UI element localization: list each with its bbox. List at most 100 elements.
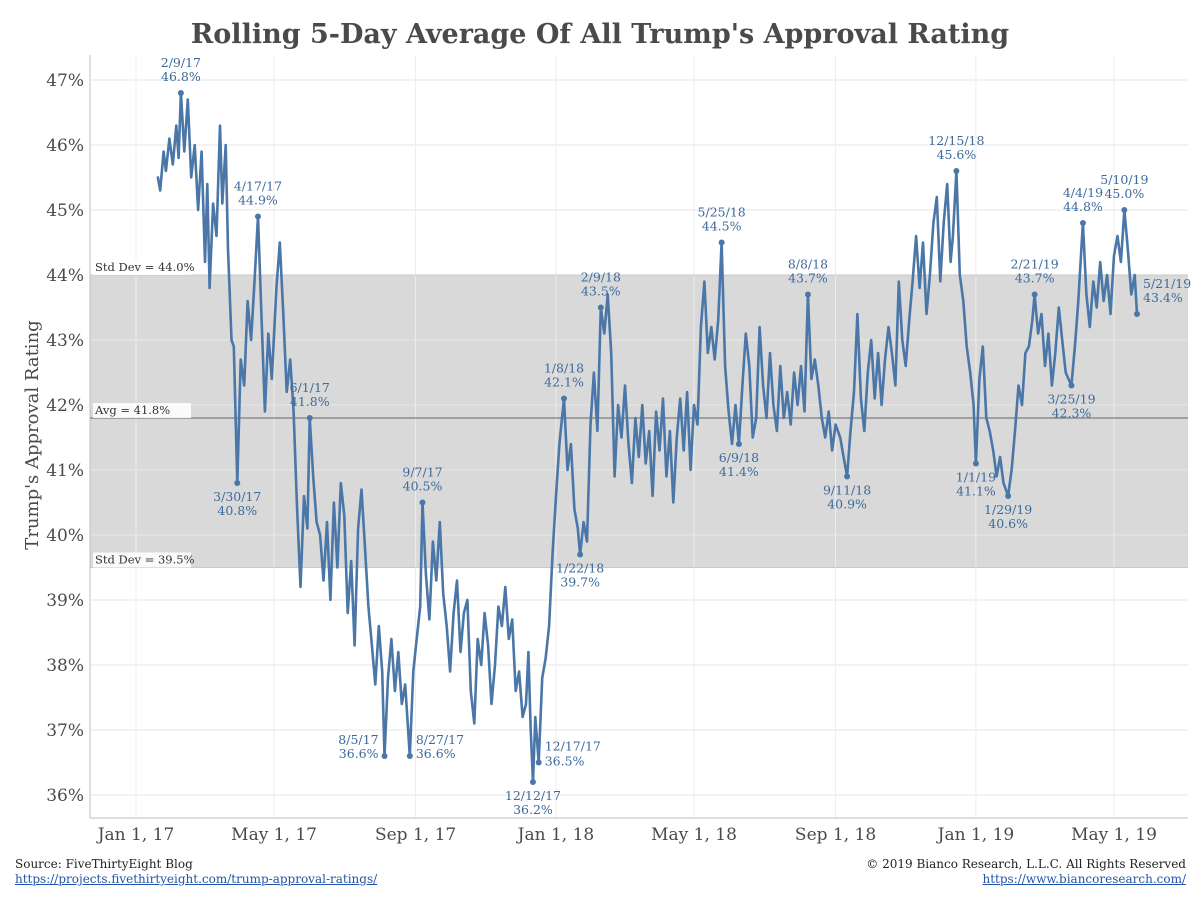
reference-label-bg bbox=[93, 552, 191, 568]
annotation-value: 41.4% bbox=[719, 464, 759, 479]
annotation-value: 43.5% bbox=[581, 284, 621, 299]
annotation-value: 39.7% bbox=[560, 575, 600, 590]
annotation-point bbox=[254, 213, 261, 220]
source-label: Source: FiveThirtyEight Blog bbox=[15, 857, 193, 871]
y-tick-label: 43% bbox=[46, 331, 84, 351]
annotation-value: 44.8% bbox=[1063, 199, 1103, 214]
annotation-point bbox=[234, 480, 241, 486]
site-link[interactable]: https://www.biancoresearch.com/ bbox=[982, 872, 1186, 886]
annotation-date: 3/25/19 bbox=[1047, 392, 1095, 407]
annotation-point bbox=[1031, 291, 1038, 298]
annotation-value: 46.8% bbox=[161, 69, 201, 84]
y-tick-label: 36% bbox=[46, 786, 84, 806]
annotation-point bbox=[804, 291, 811, 298]
y-axis-label: Trump's Approval Rating bbox=[22, 320, 43, 549]
approval-line-chart: Rolling 5-Day Average Of All Trump's App… bbox=[22, 19, 1191, 845]
annotation-point bbox=[1121, 207, 1128, 213]
annotation-date: 5/21/19 bbox=[1143, 276, 1191, 291]
annotation-value: 41.1% bbox=[956, 484, 996, 499]
chart-title: Rolling 5-Day Average Of All Trump's App… bbox=[191, 19, 1009, 50]
annotation-date: 12/12/17 bbox=[505, 788, 561, 803]
annotation-date: 8/8/18 bbox=[788, 257, 828, 272]
annotation-date: 4/4/19 bbox=[1063, 185, 1103, 200]
x-tick-label: Sep 1, 17 bbox=[375, 825, 456, 845]
annotation-date: 9/11/18 bbox=[823, 483, 871, 498]
annotation-point bbox=[1134, 311, 1141, 317]
annotation-date: 5/10/19 bbox=[1100, 172, 1148, 187]
annotation-point bbox=[419, 499, 426, 506]
annotation-point bbox=[561, 395, 568, 402]
reference-label-bg bbox=[93, 403, 191, 418]
annotation-value: 40.5% bbox=[403, 479, 443, 494]
annotation-point bbox=[735, 441, 742, 447]
annotation-date: 3/30/17 bbox=[213, 489, 261, 504]
annotation-date: 4/17/17 bbox=[234, 179, 282, 194]
annotation-date: 1/8/18 bbox=[544, 361, 584, 376]
y-tick-label: 40% bbox=[46, 526, 84, 546]
annotation-value: 43.7% bbox=[1015, 271, 1055, 286]
annotation-date: 2/9/18 bbox=[581, 270, 621, 285]
annotation-point bbox=[844, 473, 851, 480]
annotation-point bbox=[406, 753, 413, 759]
annotation-date: 6/1/17 bbox=[290, 380, 330, 395]
annotation-date: 12/15/18 bbox=[928, 133, 984, 148]
annotation-point bbox=[381, 753, 388, 759]
annotation-value: 36.6% bbox=[339, 746, 379, 761]
y-tick-label: 44% bbox=[46, 266, 84, 286]
annotation-value: 41.8% bbox=[290, 394, 330, 409]
y-tick-label: 47% bbox=[46, 71, 84, 91]
annotation-value: 45.6% bbox=[937, 147, 977, 162]
annotation-date: 1/1/19 bbox=[956, 470, 996, 485]
y-tick-label: 39% bbox=[46, 591, 84, 611]
x-tick-label: May 1, 18 bbox=[651, 825, 737, 845]
x-tick-label: Sep 1, 18 bbox=[795, 825, 876, 845]
annotation-point bbox=[597, 304, 604, 311]
annotation-point bbox=[577, 551, 584, 558]
y-tick-label: 46% bbox=[46, 136, 84, 156]
reference-label-bg bbox=[93, 260, 191, 275]
x-tick-label: Jan 1, 19 bbox=[936, 825, 1015, 845]
annotation-point bbox=[535, 759, 542, 766]
annotation-date: 8/5/17 bbox=[338, 732, 378, 747]
annotation-value: 40.6% bbox=[988, 516, 1028, 531]
x-tick-label: May 1, 19 bbox=[1071, 825, 1157, 845]
annotation-date: 9/7/17 bbox=[402, 465, 442, 480]
reference-label: Std Dev = 44.0% bbox=[95, 260, 195, 274]
annotation-value: 44.5% bbox=[702, 219, 742, 234]
annotation-value: 36.2% bbox=[513, 802, 553, 817]
footer-left: Source: FiveThirtyEight Blog https://pro… bbox=[15, 857, 377, 887]
annotation-date: 2/21/19 bbox=[1011, 257, 1059, 272]
source-link[interactable]: https://projects.fivethirtyeight.com/tru… bbox=[15, 872, 378, 886]
annotation-date: 1/29/19 bbox=[984, 502, 1032, 517]
annotation-point bbox=[1079, 220, 1086, 226]
approval-series-line bbox=[156, 91, 1139, 784]
annotation-date: 8/27/17 bbox=[416, 732, 464, 747]
annotation-date: 6/9/18 bbox=[719, 450, 759, 465]
footer-right: © 2019 Bianco Research, L.L.C. All Right… bbox=[866, 857, 1186, 887]
annotation-point bbox=[177, 90, 184, 96]
annotation-point bbox=[306, 415, 313, 421]
annotation-date: 2/9/17 bbox=[161, 55, 201, 70]
annotation-point bbox=[953, 168, 960, 174]
annotation-value: 42.3% bbox=[1052, 406, 1092, 421]
annotation-date: 12/17/17 bbox=[545, 739, 601, 754]
annotation-date: 1/22/18 bbox=[556, 561, 604, 576]
annotation-value: 36.5% bbox=[545, 754, 585, 769]
annotation-value: 43.4% bbox=[1143, 290, 1183, 305]
std-dev-band bbox=[90, 275, 1188, 568]
y-tick-label: 41% bbox=[46, 461, 84, 481]
x-tick-label: Jan 1, 17 bbox=[96, 825, 175, 845]
annotation-point bbox=[1068, 382, 1075, 389]
annotation-point bbox=[529, 779, 536, 785]
x-tick-label: Jan 1, 18 bbox=[516, 825, 595, 845]
annotation-value: 45.0% bbox=[1104, 186, 1144, 201]
annotation-point bbox=[972, 460, 979, 467]
y-tick-label: 38% bbox=[46, 656, 84, 676]
annotation-value: 42.1% bbox=[544, 375, 584, 390]
annotation-point bbox=[1005, 493, 1012, 499]
annotation-date: 5/25/18 bbox=[698, 205, 746, 220]
annotation-point bbox=[718, 239, 725, 246]
reference-label: Avg = 41.8% bbox=[94, 403, 170, 417]
annotation-value: 44.9% bbox=[238, 193, 278, 208]
y-tick-label: 37% bbox=[46, 721, 84, 741]
